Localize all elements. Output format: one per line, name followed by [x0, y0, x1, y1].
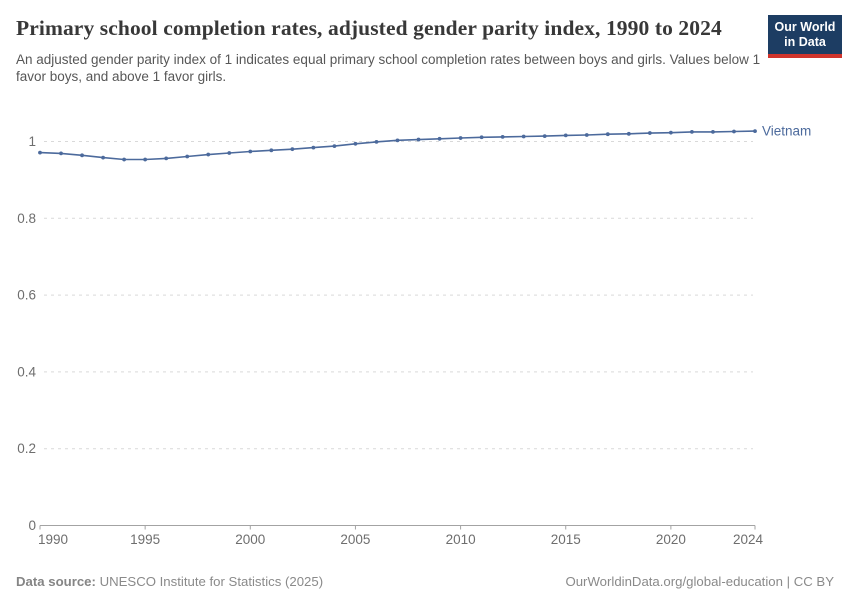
data-point	[311, 145, 316, 150]
data-point	[753, 129, 757, 134]
x-tick-label: 1990	[38, 532, 68, 547]
y-tick-label: 0.4	[17, 364, 36, 379]
page-title: Primary school completion rates, adjuste…	[16, 16, 722, 40]
x-tick-label: 2024	[733, 532, 764, 547]
data-source-label: Data source:	[16, 574, 96, 589]
data-point	[563, 133, 568, 138]
data-point	[185, 154, 190, 159]
data-point	[38, 150, 42, 155]
data-point	[206, 152, 211, 157]
data-point	[479, 135, 484, 140]
data-point	[605, 132, 610, 137]
data-point	[711, 130, 715, 134]
y-tick-label: 0.6	[17, 288, 36, 303]
data-point	[164, 156, 169, 161]
data-point	[437, 136, 442, 141]
credit-link[interactable]: OurWorldinData.org/global-education | CC…	[565, 574, 834, 589]
data-point	[101, 155, 105, 160]
data-point	[332, 144, 337, 149]
line-chart: 0 0.2 0.4 0.6 0.8 1 1990 1995 2000 2005 2010 2015 20…	[17, 124, 811, 547]
data-point	[647, 131, 652, 135]
owid-logo-line1: Our World	[774, 20, 836, 34]
data-point	[227, 151, 232, 155]
x-tick-label: 2005	[340, 532, 370, 547]
x-tick-label: 2015	[551, 532, 581, 547]
data-point	[80, 153, 84, 158]
owid-logo[interactable]: Our World in Data	[768, 15, 842, 58]
series-line	[39, 130, 756, 161]
series-label-vietnam[interactable]: Vietnam	[762, 124, 811, 139]
data-point	[122, 157, 127, 162]
data-point	[584, 133, 589, 137]
data-point	[416, 137, 421, 142]
data-point	[395, 138, 400, 143]
data-point	[269, 148, 274, 153]
owid-logo-red-bar	[768, 54, 842, 58]
x-tick-label: 2000	[235, 532, 265, 547]
chart-header: Primary school completion rates, adjuste…	[16, 0, 842, 85]
data-point	[732, 129, 736, 134]
data-point	[290, 147, 295, 152]
y-tick-label: 0.2	[17, 441, 36, 456]
data-source: Data source: UNESCO Institute for Statis…	[16, 574, 323, 589]
data-point	[59, 151, 63, 156]
data-point	[248, 149, 253, 154]
y-tick-label: 1	[28, 134, 36, 149]
y-tick-label: 0	[28, 518, 36, 533]
data-point	[668, 130, 673, 135]
x-tick-label: 2020	[656, 532, 686, 547]
data-point	[353, 141, 358, 146]
data-point	[458, 136, 463, 140]
data-point	[542, 134, 547, 139]
x-tick-label: 1995	[130, 532, 160, 547]
y-tick-label: 0.8	[17, 211, 36, 226]
data-point	[521, 134, 526, 139]
data-point	[690, 130, 694, 134]
chart-subtitle: An adjusted gender parity index of 1 ind…	[16, 52, 761, 84]
data-point	[374, 139, 379, 144]
x-tick-label: 2010	[446, 532, 476, 547]
chart-footer: Data source: UNESCO Institute for Statis…	[16, 574, 834, 589]
data-point	[143, 157, 148, 162]
data-point	[626, 131, 631, 136]
data-source-text: UNESCO Institute for Statistics (2025)	[99, 574, 324, 589]
owid-logo-line2: in Data	[784, 35, 826, 49]
data-point	[500, 134, 505, 139]
